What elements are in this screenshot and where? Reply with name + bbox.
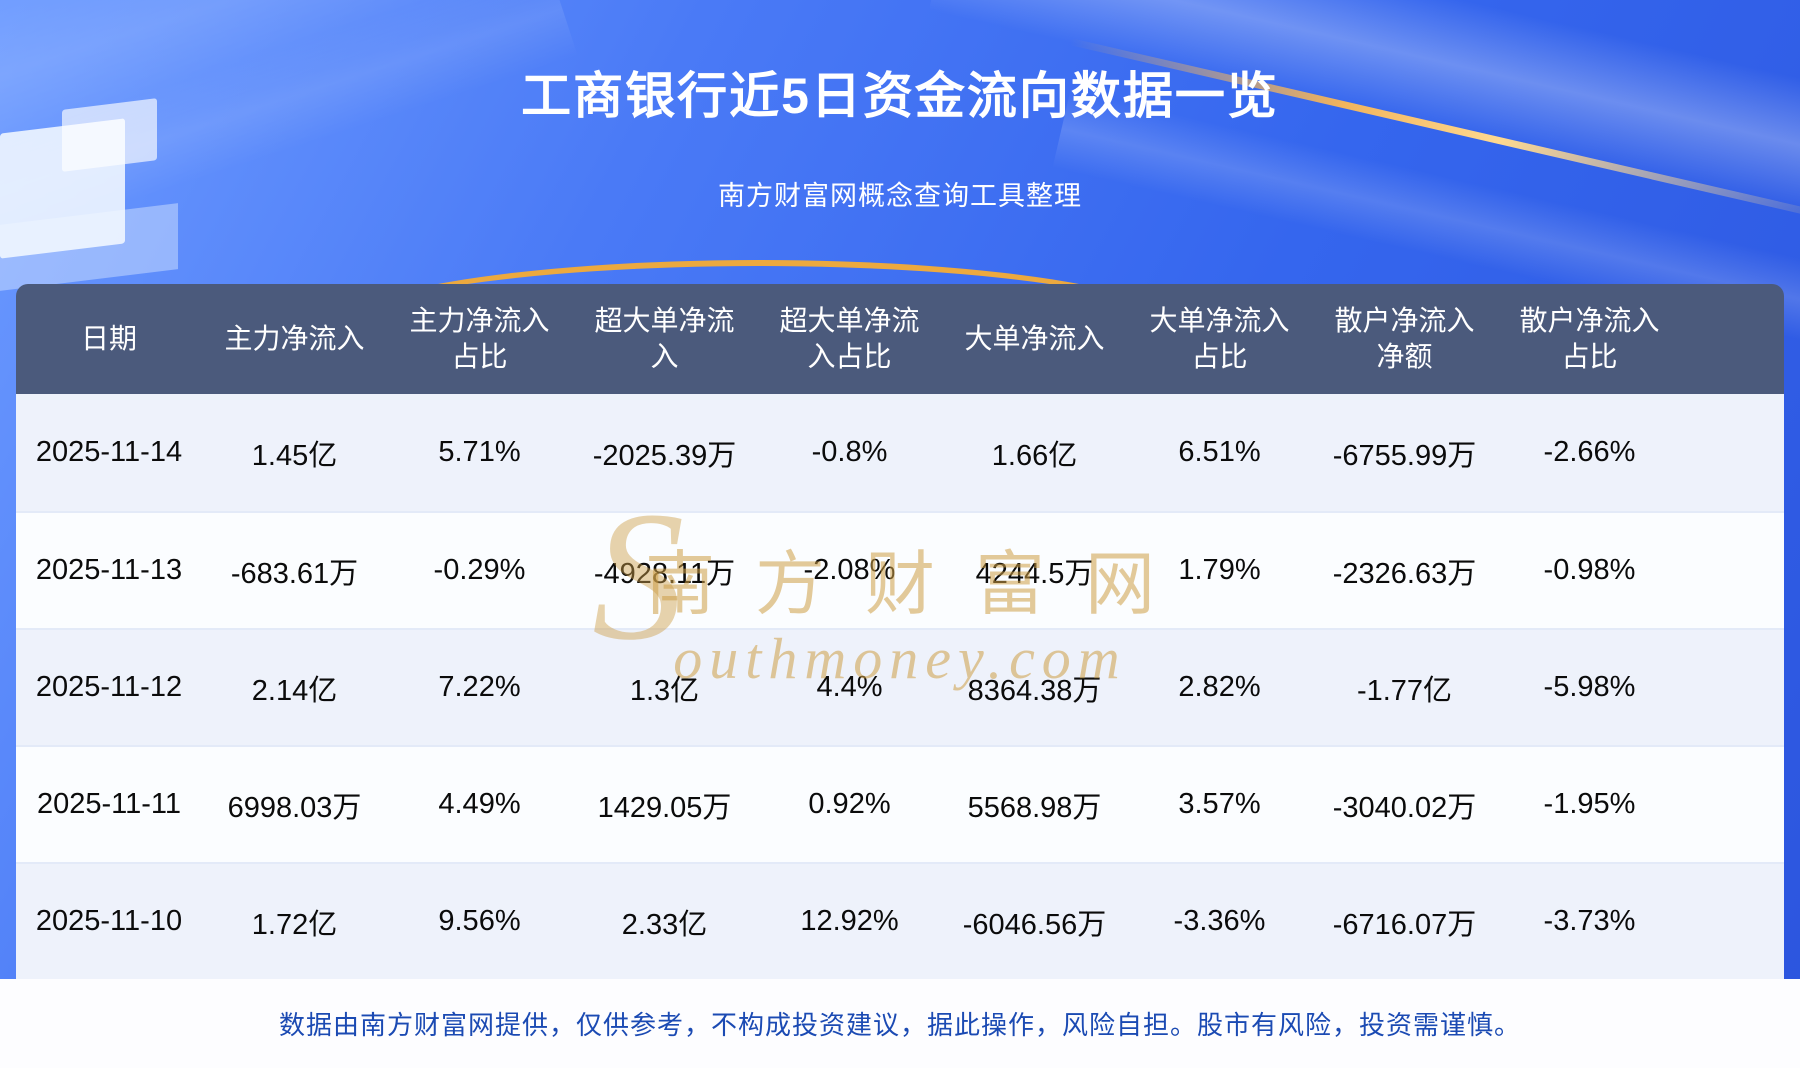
cell: 1.72亿: [251, 908, 338, 941]
decorative-block: [0, 203, 178, 291]
cell: -0.8%: [811, 436, 888, 468]
header-large-net-inflow-ratio: 大单净流入 占比: [1149, 304, 1290, 372]
cell: -2.66%: [1543, 436, 1636, 468]
cell: -6046.56万: [962, 908, 1107, 941]
cell: 2.33亿: [621, 908, 708, 941]
header-large-net-inflow: 大单净流入: [964, 322, 1105, 354]
cell-date: 2025-11-11: [36, 788, 182, 820]
cell: 4.49%: [438, 788, 521, 820]
table-row: 2025-11-10 1.72亿 9.56% 2.33亿 12.92% -604…: [16, 862, 1784, 979]
cell: 3.57%: [1178, 788, 1261, 820]
cell: -6755.99万: [1332, 439, 1477, 472]
cell-date: 2025-11-12: [35, 671, 183, 703]
cell: 6998.03万: [227, 791, 362, 824]
cell: 1429.05万: [597, 791, 732, 824]
cell: -4928.11万: [593, 557, 736, 590]
disclaimer-footer: 数据由南方财富网提供，仅供参考，不构成投资建议，据此操作，风险自担。股市有风险，…: [0, 979, 1800, 1068]
header-retail-net-inflow-ratio: 散户净流入 占比: [1519, 304, 1660, 372]
cell: 9.56%: [438, 905, 521, 937]
header-super-large-net-inflow: 超大单净流 入: [594, 304, 735, 372]
cell-date: 2025-11-14: [35, 436, 183, 468]
cell-date: 2025-11-13: [35, 554, 183, 586]
page-subtitle: 南方财富网概念查询工具整理: [718, 181, 1082, 211]
header-main-net-inflow: 主力净流入: [224, 322, 365, 354]
cell: 5.71%: [438, 436, 521, 468]
cell: 6.51%: [1178, 436, 1261, 468]
cell: 8364.38万: [967, 674, 1102, 707]
header-date: 日期: [80, 322, 137, 354]
table-row: 2025-11-11 6998.03万 4.49% 1429.05万 0.92%…: [16, 745, 1784, 862]
cell: 4.4%: [816, 671, 883, 703]
cell: 5568.98万: [967, 791, 1102, 824]
cell: -6716.07万: [1332, 908, 1477, 941]
cell: -3.36%: [1173, 905, 1266, 937]
header-super-large-net-inflow-ratio: 超大单净流 入占比: [779, 304, 920, 372]
cell-date: 2025-11-10: [35, 905, 183, 937]
table-header-row: 日期 主力净流入 主力净流入 占比 超大单净流 入 超大单净流 入占比 大单净流…: [16, 284, 1784, 394]
cell: 4244.5万: [975, 557, 1094, 590]
disclaimer-text: 数据由南方财富网提供，仅供参考，不构成投资建议，据此操作，风险自担。股市有风险，…: [278, 1010, 1521, 1040]
cell: 1.3亿: [629, 674, 700, 707]
cell: -2025.39万: [592, 439, 737, 472]
page-title: 工商银行近5日资金流向数据一览: [521, 68, 1279, 124]
cell: -5.98%: [1543, 671, 1636, 703]
cell: 1.79%: [1178, 554, 1261, 586]
cell: 0.92%: [808, 788, 891, 820]
cell: -2326.63万: [1332, 557, 1477, 590]
cell: 2.14亿: [251, 674, 338, 707]
cell: -2.08%: [803, 554, 896, 586]
cell: -1.77亿: [1356, 674, 1453, 707]
cell: 7.22%: [438, 671, 521, 703]
header-retail-net-inflow: 散户净流入 净额: [1334, 304, 1475, 372]
cell: -3040.02万: [1332, 791, 1477, 824]
cell: 2.82%: [1178, 671, 1261, 703]
cell: 1.45亿: [251, 439, 338, 472]
fund-flow-table: 日期 主力净流入 主力净流入 占比 超大单净流 入 超大单净流 入占比 大单净流…: [16, 284, 1784, 979]
table-row: 2025-11-13 -683.61万 -0.29% -4928.11万 -2.…: [16, 511, 1784, 628]
cell: -683.61万: [230, 557, 359, 590]
decorative-streak: [0, 0, 578, 279]
cell: -3.73%: [1543, 905, 1636, 937]
cell: 1.66亿: [991, 439, 1078, 472]
cell: -1.95%: [1543, 788, 1636, 820]
header-main-net-inflow-ratio: 主力净流入 占比: [409, 304, 550, 372]
cell: 12.92%: [800, 905, 899, 937]
table-row: 2025-11-14 1.45亿 5.71% -2025.39万 -0.8% 1…: [16, 394, 1784, 511]
cell: -0.98%: [1543, 554, 1636, 586]
cell: -0.29%: [433, 554, 526, 586]
table-row: 2025-11-12 2.14亿 7.22% 1.3亿 4.4% 8364.38…: [16, 628, 1784, 745]
